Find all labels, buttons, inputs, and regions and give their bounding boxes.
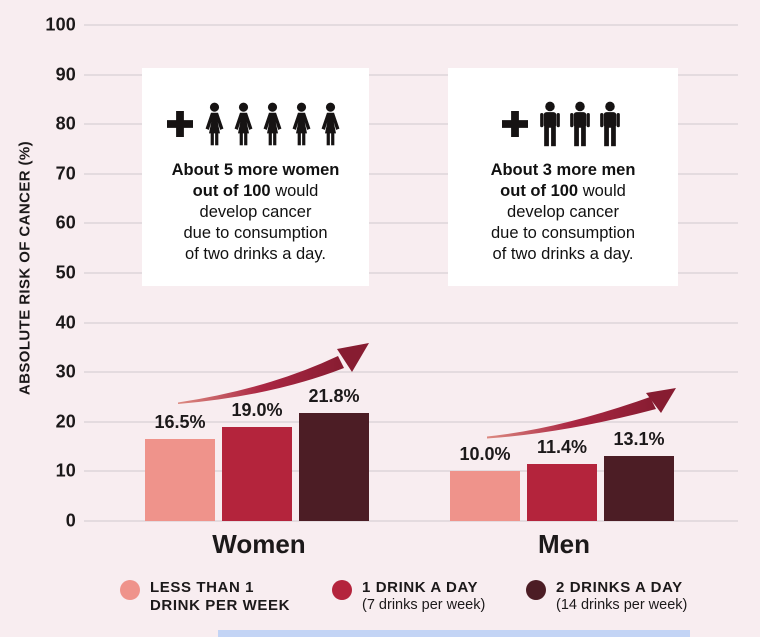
y-tick-label: 50 [55,262,76,283]
bar-value-label: 16.5% [154,412,206,433]
bar-women-series2 [299,412,369,521]
gridline [84,172,738,175]
bottom-blue-strip [218,630,690,637]
gridline [84,222,738,225]
group-label-women: Women [212,529,306,559]
legend-swatch [526,580,546,600]
y-tick-label: 10 [55,460,76,481]
gridline [84,520,738,522]
bar-women-series0 [145,439,215,521]
woman-icon [263,102,281,146]
woman-icon [234,102,252,146]
bar-men-series2 [604,456,674,521]
bar-value-label: 21.8% [308,385,360,406]
y-tick-label: 80 [55,113,76,134]
man-icon [569,101,590,147]
legend-label: DRINK PER WEEK [150,597,291,614]
gridline [84,470,738,473]
y-tick-label: 20 [55,411,76,432]
pictogram-row [142,98,369,150]
bar-women-series1 [222,426,292,521]
plot-area: 16.5% 10.0% 19.0% 11.4% 21.8% 13.1% [84,24,738,522]
woman-icon [205,102,223,146]
bar-value-label: 10.0% [459,444,511,465]
y-tick-label: 30 [55,361,76,382]
legend-item-2-drinks: 2 DRINKS A DAY (14 drinks per week) [526,579,687,613]
gridline [84,73,738,76]
legend: LESS THAN 1 DRINK PER WEEK 1 DRINK A DAY… [0,579,760,623]
bar-value-label: 19.0% [231,399,283,420]
y-tick-label: 90 [55,64,76,85]
legend-swatch [332,580,352,600]
legend-label: LESS THAN 1 [150,579,255,596]
annotation-text: About 5 more women out of 100 would deve… [171,161,340,263]
man-icon [599,101,620,147]
legend-sublabel: (14 drinks per week) [556,597,688,613]
bar-men-series0 [450,471,520,521]
y-tick-label: 70 [55,163,76,184]
legend-swatch [120,580,140,600]
y-axis-ticks: 0 10 20 30 40 50 60 70 80 90 100 [0,15,76,531]
legend-label: 1 DRINK A DAY [362,579,479,596]
gridline [84,420,738,423]
y-tick-label: 0 [65,510,76,531]
legend-sublabel: (7 drinks per week) [362,597,486,613]
gridline [84,321,738,324]
legend-label: 2 DRINKS A DAY [556,579,683,596]
woman-icon [292,102,310,146]
group-label-men: Men [538,529,590,559]
annotation-card-men: About 3 more men out of 100 would develo… [448,68,678,286]
annotation-text: About 3 more men out of 100 would develo… [490,161,636,263]
y-tick-label: 100 [45,14,76,35]
bar-men-series1 [527,464,597,521]
woman-icon [321,102,339,146]
legend-item-1-drink: 1 DRINK A DAY (7 drinks per week) [332,579,485,613]
plus-icon [501,111,528,137]
gridline [84,24,738,26]
y-tick-label: 60 [55,212,76,233]
man-icon [539,101,560,147]
y-tick-label: 40 [55,312,76,333]
plus-icon [166,111,193,137]
legend-item-less-than-1: LESS THAN 1 DRINK PER WEEK [120,579,290,614]
gridline [84,272,738,274]
gridline [84,123,738,126]
bar-value-label: 11.4% [536,437,588,458]
gridline [84,371,738,374]
annotation-card-women: About 5 more women out of 100 would deve… [142,68,369,286]
bar-value-label: 13.1% [613,429,665,450]
pictogram-row [448,98,678,150]
